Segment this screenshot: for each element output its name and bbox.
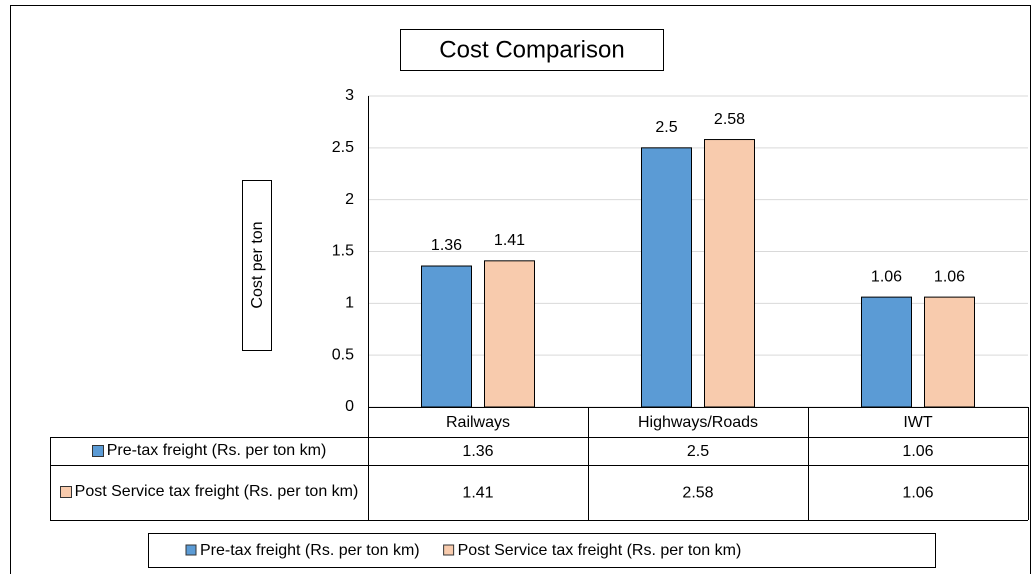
x-tick-label: IWT (903, 414, 933, 431)
x-tick-label: Railways (446, 414, 510, 431)
row-header-cell: Post Service tax freight (Rs. per ton km… (54, 465, 364, 520)
data-label: 1.06 (934, 268, 965, 285)
table-row-header: Post Service tax freight (Rs. per ton km… (54, 465, 364, 520)
table-value: 1.06 (902, 485, 933, 502)
legend-label: Pre-tax freight (Rs. per ton km) (200, 542, 420, 559)
bar (484, 260, 535, 408)
x-tick-label: Highways/Roads (638, 414, 758, 431)
legend-key (91, 444, 104, 457)
y-tick-label: 0 (345, 398, 354, 415)
y-tick-label: 1 (345, 295, 354, 312)
row-header-cell: Pre-tax freight (Rs. per ton km) (54, 437, 364, 465)
y-tick-label: 1.5 (332, 243, 354, 260)
legend-label: Post Service tax freight (Rs. per ton km… (458, 542, 742, 559)
legend-key (59, 486, 72, 499)
data-label: 1.36 (431, 237, 462, 254)
y-tick-label: 2.5 (332, 139, 354, 156)
legend-key (443, 544, 455, 556)
y-label-box (242, 180, 272, 351)
legend-box (148, 533, 936, 568)
row-header-text: Post Service tax freight (Rs. per ton km… (74, 483, 359, 501)
y-tick-label: 0.5 (332, 346, 354, 363)
bar (704, 139, 755, 408)
table-value: 1.41 (462, 485, 493, 502)
y-tick-label: 3 (345, 87, 354, 104)
bar (924, 296, 975, 408)
bar (421, 265, 472, 408)
row-header-text: Pre-tax freight (Rs. per ton km) (106, 441, 327, 459)
data-label: 2.58 (714, 111, 745, 128)
data-label: 1.41 (494, 232, 525, 249)
table-value: 2.5 (687, 443, 709, 460)
chart-title: Cost Comparison (439, 36, 624, 63)
y-axis-label: Cost per ton (249, 221, 266, 308)
bar (861, 296, 912, 408)
data-label: 2.5 (655, 119, 677, 136)
table-value: 1.36 (462, 443, 493, 460)
legend-key (185, 544, 197, 556)
data-label: 1.06 (871, 268, 902, 285)
title-box (400, 29, 664, 71)
table-value: 2.58 (682, 485, 713, 502)
table-row-header: Pre-tax freight (Rs. per ton km) (54, 437, 364, 465)
table-value: 1.06 (902, 443, 933, 460)
y-tick-label: 2 (345, 191, 354, 208)
bar (641, 147, 692, 408)
